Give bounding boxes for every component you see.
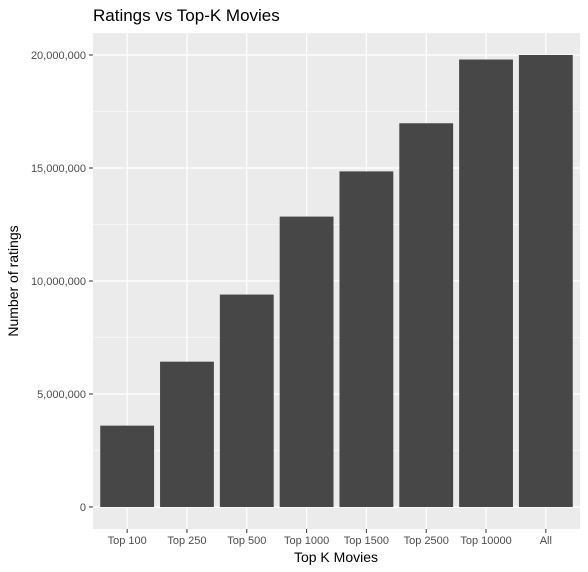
y-axis-title: Number of ratings <box>5 225 21 336</box>
x-tick-label: Top 1000 <box>284 535 329 547</box>
y-tick-label: 0 <box>80 502 86 514</box>
bar <box>219 294 274 507</box>
y-tick-label: 20,000,000 <box>31 50 86 62</box>
x-tick-label: Top 100 <box>108 535 147 547</box>
bar <box>279 216 334 507</box>
x-tick-label: All <box>540 535 552 547</box>
bar <box>160 361 214 507</box>
y-tick-label: 15,000,000 <box>31 163 86 175</box>
bar <box>518 55 573 507</box>
x-axis-title: Top K Movies <box>294 549 378 565</box>
plot-panel: 0 5,000,000 10,000,000 15,000,000 20,000,000… <box>31 33 580 547</box>
x-tick-label: Top 2500 <box>404 535 449 547</box>
y-tick-label: 5,000,000 <box>37 389 86 401</box>
bar <box>339 171 394 507</box>
x-tick-label: Top 250 <box>167 535 206 547</box>
x-tick-label: Top 10000 <box>460 535 511 547</box>
x-tick-label: Top 1500 <box>344 535 389 547</box>
x-tick-label: Top 500 <box>227 535 266 547</box>
chart-title: Ratings vs Top-K Movies <box>93 6 280 25</box>
bar <box>459 59 513 508</box>
bar <box>399 123 454 507</box>
y-tick-label: 10,000,000 <box>31 276 86 288</box>
bar <box>100 425 155 507</box>
